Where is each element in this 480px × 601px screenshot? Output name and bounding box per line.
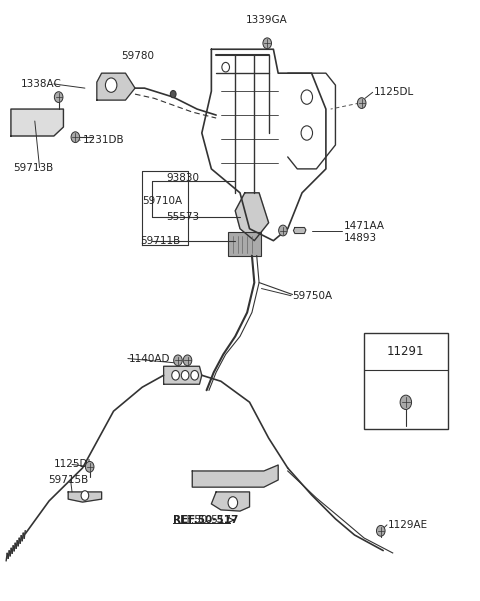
Circle shape [170,91,176,98]
Text: 1338AC: 1338AC [21,79,61,89]
Text: 1140AD: 1140AD [129,353,171,364]
Circle shape [71,132,80,142]
Circle shape [376,525,385,536]
Text: 59710A: 59710A [142,196,182,206]
Circle shape [228,496,238,508]
Circle shape [181,370,189,380]
Text: 1125DL: 1125DL [54,459,94,469]
Text: 59780: 59780 [121,51,154,61]
Circle shape [174,355,182,365]
Text: 1231DB: 1231DB [83,135,124,145]
Polygon shape [11,109,63,136]
Circle shape [172,370,180,380]
Text: 14893: 14893 [344,233,377,243]
Circle shape [279,225,287,236]
Polygon shape [192,465,278,487]
Circle shape [191,370,199,380]
Circle shape [54,92,63,103]
Bar [228,232,262,255]
Bar [364,334,447,429]
Text: 59711B: 59711B [140,236,180,246]
Text: 59750A: 59750A [292,291,333,300]
Circle shape [301,126,312,140]
Text: 59715B: 59715B [48,475,88,485]
Text: REF.50-517: REF.50-517 [173,515,231,525]
Polygon shape [235,193,269,240]
Polygon shape [211,492,250,511]
Text: 1129AE: 1129AE [388,520,428,530]
Polygon shape [293,228,306,234]
Text: 1339GA: 1339GA [245,15,287,25]
Circle shape [301,90,312,105]
Circle shape [81,491,89,500]
Text: 93830: 93830 [166,173,199,183]
Text: REF.50-517: REF.50-517 [173,515,239,525]
Text: 1471AA: 1471AA [344,221,385,231]
Polygon shape [97,73,135,100]
Circle shape [85,462,94,472]
Text: 1125DL: 1125DL [373,87,414,97]
Circle shape [222,63,229,72]
Circle shape [358,98,366,108]
Circle shape [263,38,272,49]
Polygon shape [68,492,102,502]
Text: 11291: 11291 [387,345,425,358]
Polygon shape [164,366,202,384]
Circle shape [400,395,411,409]
Text: 59713B: 59713B [13,163,54,172]
Text: 55573: 55573 [166,212,199,222]
Circle shape [183,355,192,365]
Circle shape [106,78,117,93]
